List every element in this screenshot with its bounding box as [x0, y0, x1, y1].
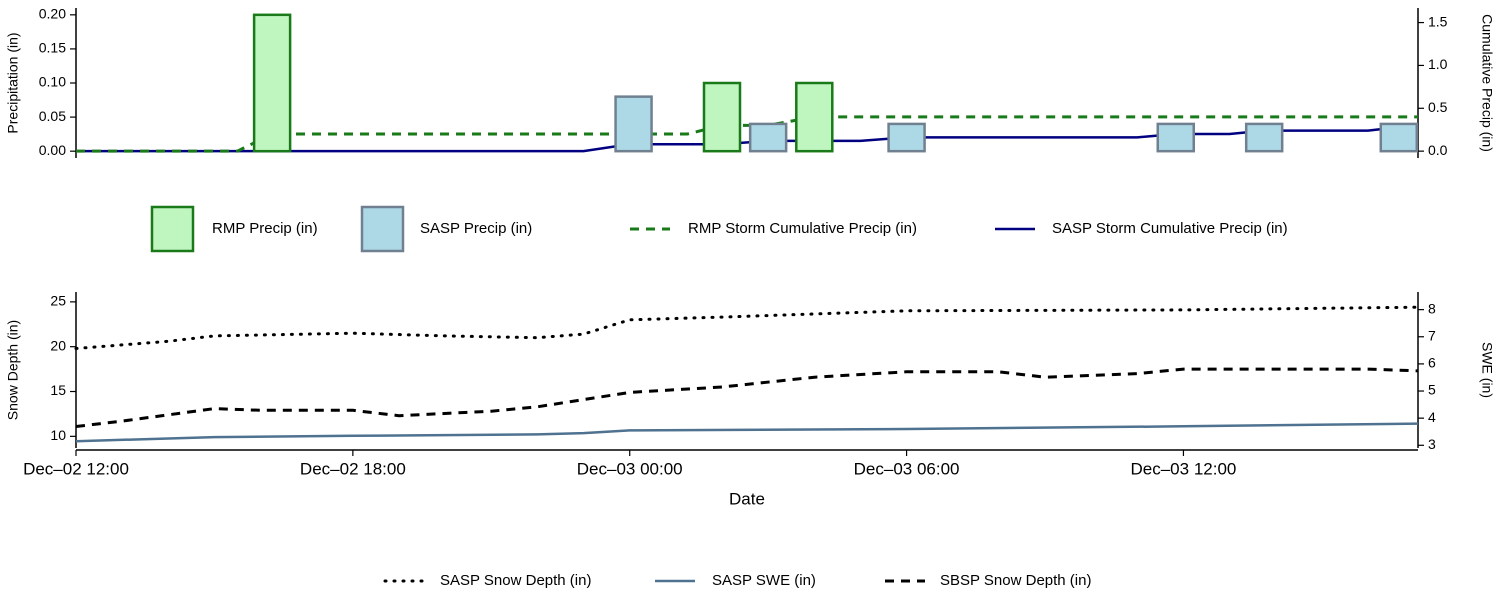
y-tick-label: 0.05 [39, 108, 66, 124]
bar [1244, 122, 1284, 153]
y-axis-label: Snow Depth (in) [5, 320, 21, 420]
legend-swatch [360, 205, 405, 253]
y2-tick-label: 1.5 [1428, 13, 1448, 29]
y-tick-label: 0.15 [39, 40, 66, 56]
y2-tick-label: 7 [1428, 327, 1436, 343]
y2-tick-label: 4 [1428, 409, 1436, 425]
bar [1379, 122, 1419, 153]
bar [887, 122, 926, 153]
y2-axis-label: SWE (in) [1479, 342, 1495, 398]
x-tick-label: Dec–02 12:00 [23, 459, 129, 478]
y2-axis-label: Cumulative Precip (in) [1479, 14, 1495, 152]
series-line [75, 422, 1419, 443]
y2-tick-label: 0.5 [1428, 99, 1448, 115]
x-tick-label: Dec–03 00:00 [577, 459, 683, 478]
y-tick-label: 15 [50, 382, 66, 398]
y2-tick-label: 1.0 [1428, 56, 1448, 72]
y2-tick-label: 5 [1428, 382, 1436, 398]
legend-label: SBSP Snow Depth (in) [940, 572, 1091, 589]
y2-tick-label: 6 [1428, 355, 1436, 371]
bar [614, 95, 653, 153]
series-line [74, 305, 1420, 350]
y2-tick-label: 0.0 [1428, 142, 1448, 158]
bar [1156, 122, 1195, 153]
y2-tick-label: 3 [1428, 436, 1436, 452]
legend-label: SASP Precip (in) [420, 220, 532, 237]
legend-label: SASP Storm Cumulative Precip (in) [1052, 220, 1288, 237]
y-tick-label: 0.10 [39, 74, 66, 90]
y-tick-label: 10 [50, 427, 66, 443]
y-tick-label: 25 [50, 293, 66, 309]
y-tick-label: 20 [50, 337, 66, 353]
x-tick-label: Dec–03 12:00 [1131, 459, 1237, 478]
x-tick-label: Dec–03 06:00 [854, 459, 960, 478]
bar [702, 81, 742, 153]
y2-tick-label: 8 [1428, 300, 1436, 316]
y-tick-label: 0.20 [39, 6, 66, 22]
legend-swatch [150, 205, 195, 253]
legend-label: SASP Snow Depth (in) [440, 572, 591, 589]
x-axis-label: Date [729, 489, 765, 508]
bar [795, 81, 834, 153]
series-line [75, 367, 1419, 428]
bar [252, 13, 292, 153]
legend-label: RMP Precip (in) [212, 220, 318, 237]
y-axis-label: Precipitation (in) [5, 32, 21, 133]
legend-label: SASP SWE (in) [712, 572, 816, 589]
legend-label: RMP Storm Cumulative Precip (in) [688, 220, 917, 237]
bar [748, 122, 788, 153]
y-tick-label: 0.00 [39, 142, 66, 158]
x-tick-label: Dec–02 18:00 [300, 459, 406, 478]
